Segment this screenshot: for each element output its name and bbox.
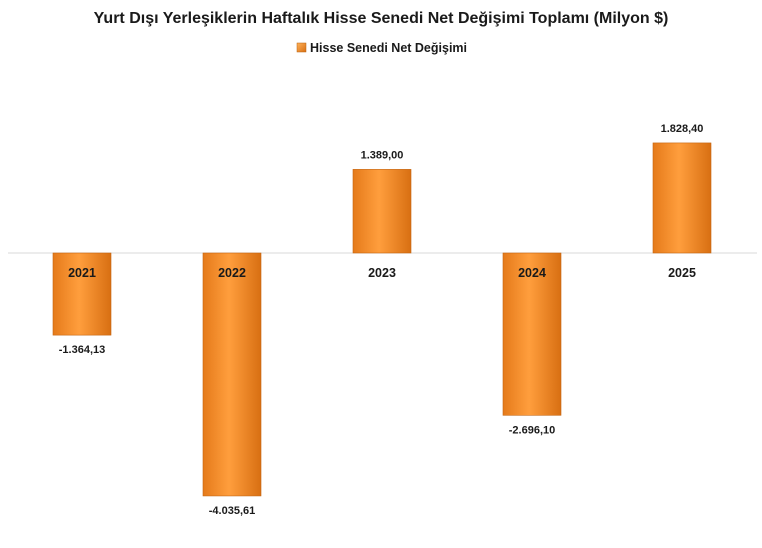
bar-2025 <box>652 142 712 254</box>
legend-label: Hisse Senedi Net Değişimi <box>310 41 467 55</box>
bars-group <box>52 142 712 497</box>
value-label-2021: -1.364,13 <box>59 344 105 356</box>
bar-2021 <box>52 252 112 336</box>
bar-2022 <box>202 252 262 497</box>
category-label-2022: 2022 <box>218 266 246 280</box>
value-labels-group: -1.364,13 -4.035,61 1.389,00 -2.696,10 1.828… <box>59 123 704 517</box>
bar-2023 <box>352 169 412 254</box>
category-labels-group: 2021 2022 2023 2024 2025 <box>68 266 696 280</box>
category-label-2025: 2025 <box>668 266 696 280</box>
value-label-2024: -2.696,10 <box>509 424 555 436</box>
chart-title: Yurt Dışı Yerleşiklerin Haftalık Hisse S… <box>94 10 669 27</box>
value-label-2025: 1.828,40 <box>661 123 704 135</box>
legend: Hisse Senedi Net Değişimi <box>296 41 467 55</box>
category-label-2023: 2023 <box>368 266 396 280</box>
value-label-2023: 1.389,00 <box>361 149 404 161</box>
category-label-2021: 2021 <box>68 266 96 280</box>
category-label-2024: 2024 <box>518 266 546 280</box>
value-label-2022: -4.035,61 <box>209 505 255 517</box>
bar-2024 <box>502 252 562 416</box>
legend-swatch <box>296 42 307 53</box>
